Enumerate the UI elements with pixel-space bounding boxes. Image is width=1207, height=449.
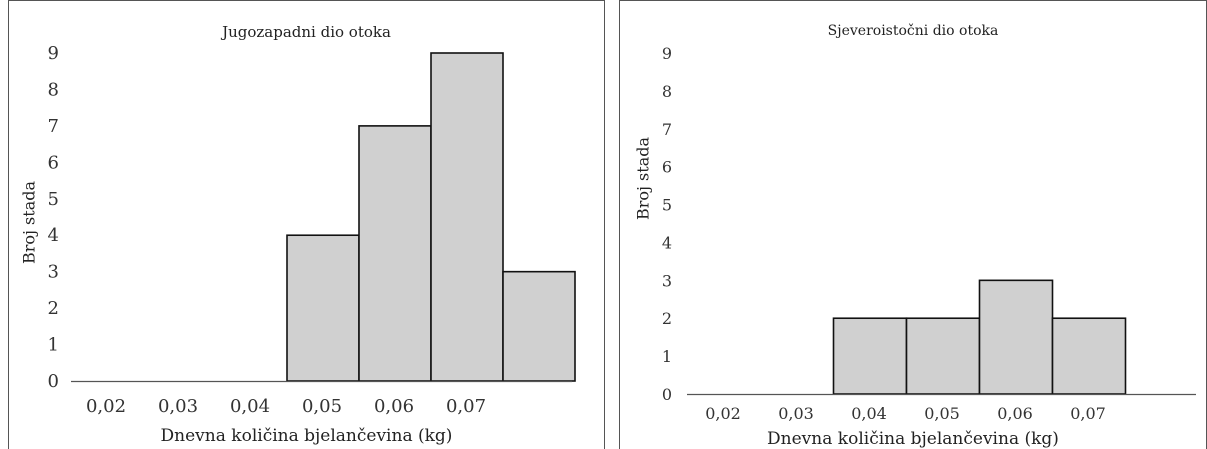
y-tick-label: 8 xyxy=(48,79,59,100)
y-tick-label: 5 xyxy=(48,189,59,210)
x-tick-label: 0,06 xyxy=(997,404,1033,423)
chart-title: Sjeveroistočni dio otoka xyxy=(827,23,999,39)
y-tick-label: 3 xyxy=(48,262,59,283)
y-tick-label: 6 xyxy=(662,158,672,177)
y-tick-label: 1 xyxy=(662,347,672,366)
y-tick-label: 6 xyxy=(48,152,59,173)
x-axis-label: Dnevna količina bjelančevina (kg) xyxy=(160,426,453,446)
chart-panel-southwest: Jugozapadni dio otoka Broj stada Dnevna … xyxy=(8,0,605,449)
chart-panel-northeast: Sjeveroistočni dio otoka Broj stada Dnev… xyxy=(619,0,1207,449)
bar-0-07 xyxy=(502,270,576,382)
y-tick-label: 2 xyxy=(48,298,59,319)
y-tick-label: 1 xyxy=(48,335,59,356)
x-tick-label: 0,02 xyxy=(705,404,741,423)
x-tick-label: 0,04 xyxy=(851,404,887,423)
x-tick-label: 0,02 xyxy=(86,396,126,417)
y-tick-label: 5 xyxy=(662,196,672,215)
y-tick-label: 2 xyxy=(662,309,672,328)
bar-0-05 xyxy=(978,279,1054,395)
x-tick-label: 0,03 xyxy=(778,404,814,423)
x-tick-label: 0,05 xyxy=(924,404,960,423)
bar-0-06 xyxy=(430,52,504,382)
y-tick-label: 3 xyxy=(662,271,672,290)
x-axis-label: Dnevna količina bjelančevina (kg) xyxy=(767,429,1059,449)
y-tick-label: 9 xyxy=(662,44,672,63)
x-tick-label: 0,04 xyxy=(230,396,270,417)
y-tick-label: 7 xyxy=(662,120,672,139)
x-tick-label: 0,07 xyxy=(1070,404,1106,423)
chart-plot: 0 1 2 3 4 5 6 7 8 9 0,02 0,03 0,04 0,05 0,06 0,07 xyxy=(662,44,1196,423)
x-tick-label: 0,07 xyxy=(446,396,486,417)
y-tick-label: 8 xyxy=(662,82,672,101)
x-tick-label: 0,03 xyxy=(158,396,198,417)
y-tick-label: 7 xyxy=(48,116,59,137)
chart-title: Jugozapadni dio otoka xyxy=(222,23,391,41)
y-tick-label: 0 xyxy=(662,385,672,404)
bar-0-06 xyxy=(1051,317,1127,395)
bar-0-03 xyxy=(832,317,908,395)
bar-0-04 xyxy=(286,234,360,382)
bar-0-05 xyxy=(358,125,432,382)
y-tick-label: 4 xyxy=(48,225,59,246)
x-tick-label: 0,06 xyxy=(374,396,414,417)
y-tick-label: 0 xyxy=(48,371,59,392)
chart-plot: 0 1 2 3 4 5 6 7 8 9 0,02 0,03 0,04 0,05 0,06 0,07 xyxy=(48,43,576,417)
y-tick-label: 9 xyxy=(48,43,59,64)
x-tick-label: 0,05 xyxy=(302,396,342,417)
bar-0-04 xyxy=(905,317,981,395)
y-tick-label: 4 xyxy=(662,233,672,252)
